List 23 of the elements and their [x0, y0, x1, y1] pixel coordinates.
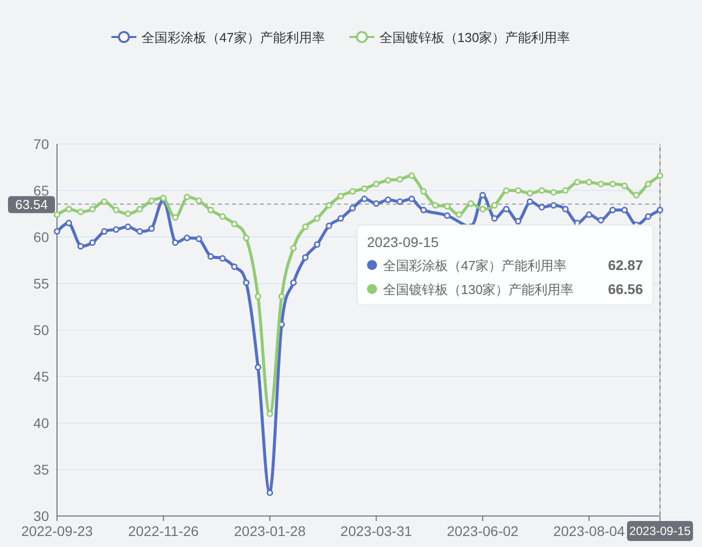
y-tick-label: 45	[33, 368, 50, 384]
ref-line-label: 63.54	[15, 197, 48, 212]
legend-label: 全国镀锌板（130家）产能利用率	[383, 282, 574, 297]
y-tick-label: 60	[33, 229, 50, 245]
x-tick-label: 2023-01-28	[234, 523, 306, 539]
legend-label: 全国彩涂板（47家）产能利用率	[383, 258, 566, 273]
annotation: 66.56	[608, 281, 644, 297]
x-tick-label: 2023-08-04	[553, 523, 626, 539]
y-tick-label: 50	[33, 322, 50, 338]
y-tick-label: 65	[33, 182, 50, 198]
x-tick-label: 2023-09-15	[629, 524, 692, 538]
annotation: 2023-09-15	[367, 234, 439, 250]
y-tick-label: 30	[33, 508, 50, 524]
y-tick-label: 35	[33, 462, 50, 478]
y-tick-label: 70	[33, 136, 50, 152]
x-tick-label: 2022-09-23	[21, 523, 94, 539]
legend: 全国彩涂板（47家）产能利用率 全国镀锌板（130家）产能利用率	[111, 30, 570, 45]
annotation: 62.87	[608, 257, 644, 273]
y-tick-label: 55	[33, 276, 50, 292]
y-tick-label: 40	[33, 415, 50, 431]
x-tick-label: 2023-06-02	[446, 523, 519, 539]
x-tick-label: 2023-03-31	[340, 523, 412, 539]
x-tick-label: 2022-11-26	[128, 523, 199, 539]
